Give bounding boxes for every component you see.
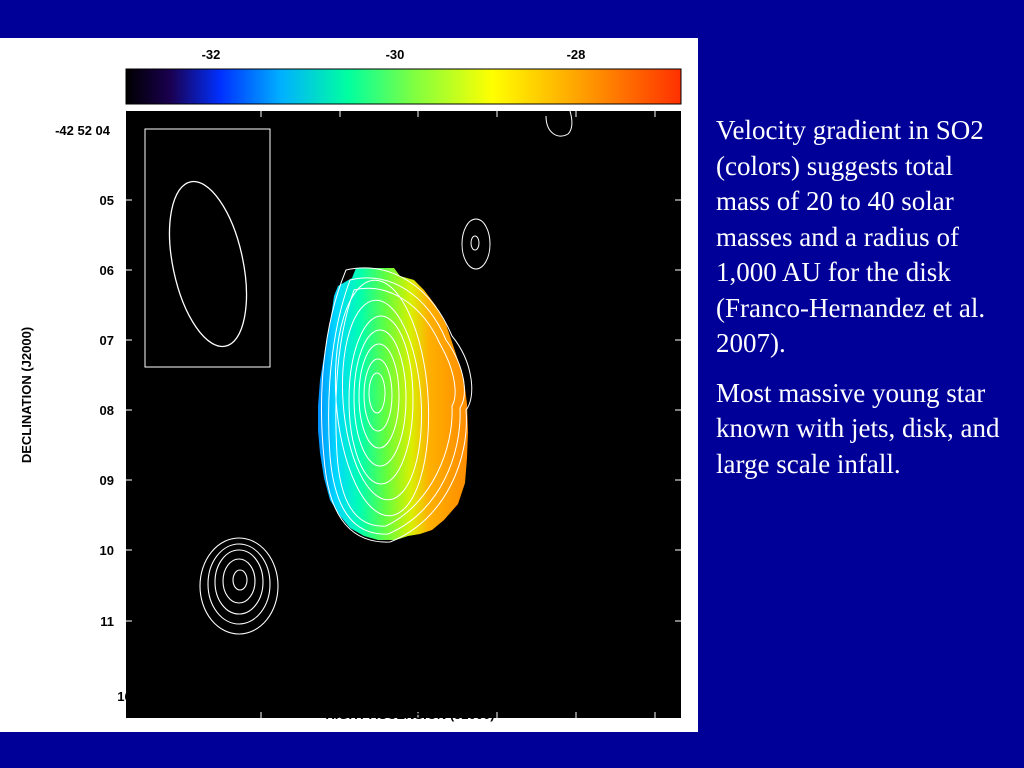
y-tick-label: 05 <box>100 193 114 208</box>
so2-velocity-map <box>318 268 468 540</box>
caption-paragraph-velocity-gradient: Velocity gradient in SO2 (colors) sugges… <box>716 115 986 358</box>
map-tick-marks <box>126 111 681 718</box>
x-tick-label: 16 58 17.5 <box>117 689 178 704</box>
small-source-contours <box>461 218 491 270</box>
colorbar-tick-label: -30 <box>386 47 405 62</box>
y-axis-title: DECLINATION (J2000) <box>19 327 34 463</box>
y-tick-label: 08 <box>100 403 114 418</box>
figure-panel: -32 -30 -28 <box>0 38 698 732</box>
x-axis-title: RIGHT ASCENSION (J2000) <box>325 707 494 722</box>
slide-caption: Velocity gradient in SO2 (colors) sugges… <box>716 113 1006 496</box>
y-tick-label: 11 <box>100 614 114 629</box>
y-tick-label: -42 52 04 <box>55 123 111 138</box>
x-tick-label: 17.0 <box>553 689 578 704</box>
colorbar <box>125 68 682 105</box>
beam-inset-box <box>144 128 271 368</box>
main-source-contours <box>321 267 473 543</box>
y-tick-label: 06 <box>100 263 114 278</box>
y-tick-label: 07 <box>100 333 114 348</box>
colorbar-tick-label: -28 <box>567 47 586 62</box>
x-tick-label: 17.1 <box>475 689 500 704</box>
x-tick-label: 16.9 <box>626 689 651 704</box>
velocity-map-figure: -32 -30 -28 <box>19 47 682 722</box>
edge-contour <box>545 111 573 137</box>
caption-paragraph-massive-star: Most massive young star known with jets,… <box>716 377 1000 479</box>
y-tick-label: 10 <box>100 543 114 558</box>
x-tick-label: 17.4 <box>238 689 264 704</box>
beam-ellipse <box>168 180 248 348</box>
y-tick-label: 09 <box>100 473 114 488</box>
lower-left-source-contours <box>199 537 279 635</box>
x-tick-label: 17.2 <box>396 689 421 704</box>
x-tick-label: 17.3 <box>318 689 343 704</box>
colorbar-tick-label: -32 <box>202 47 221 62</box>
